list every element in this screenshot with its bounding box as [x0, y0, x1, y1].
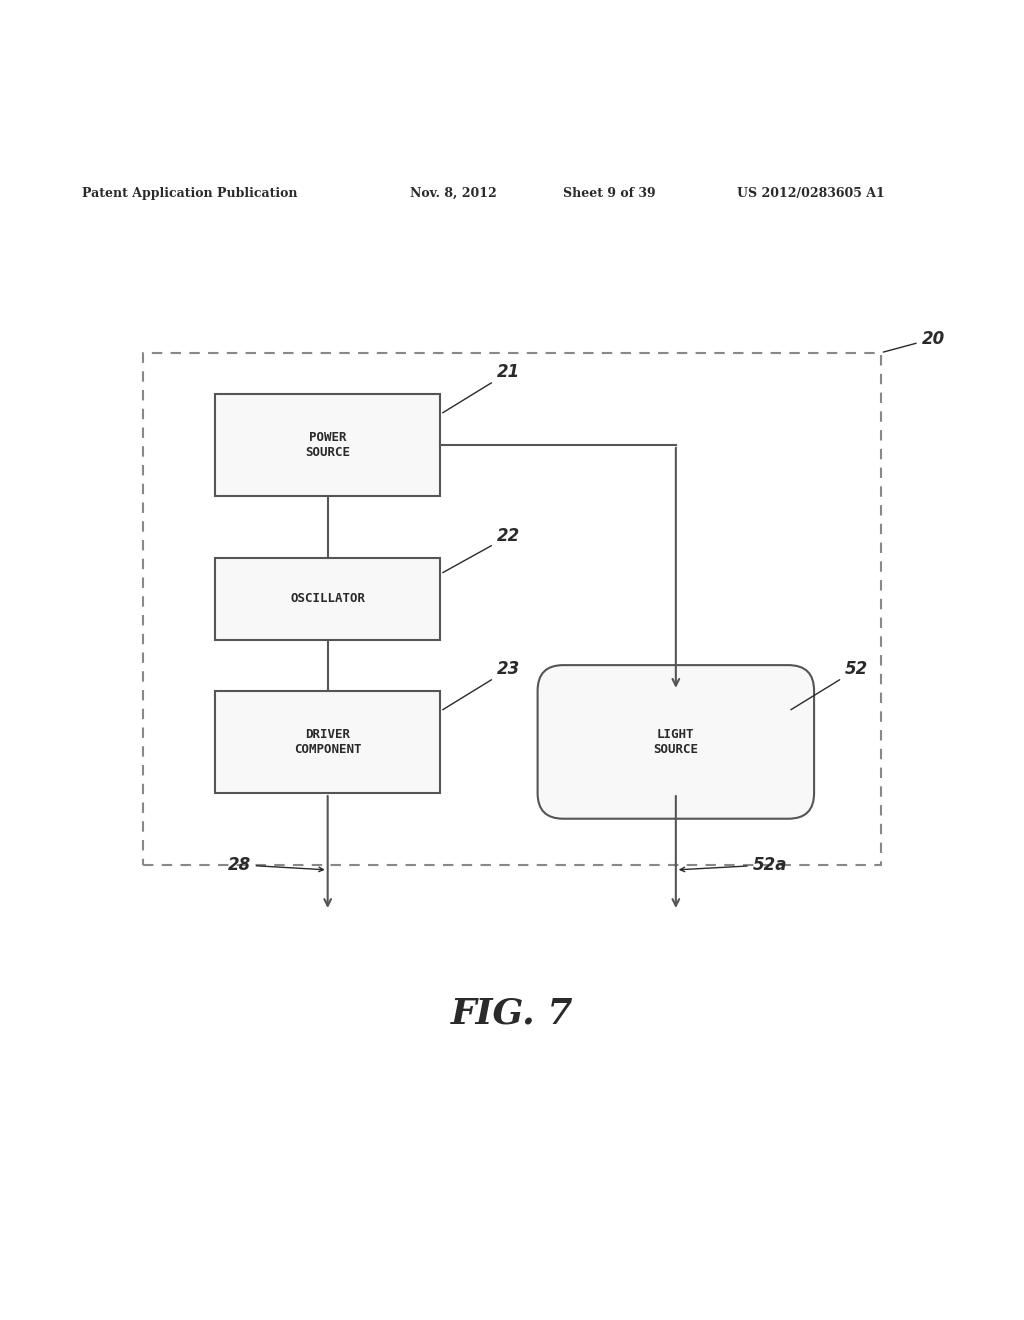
Text: 52: 52	[791, 660, 868, 710]
FancyBboxPatch shape	[215, 557, 440, 639]
FancyBboxPatch shape	[215, 393, 440, 496]
Text: OSCILLATOR: OSCILLATOR	[290, 593, 366, 605]
FancyBboxPatch shape	[538, 665, 814, 818]
Text: Sheet 9 of 39: Sheet 9 of 39	[563, 187, 655, 199]
FancyBboxPatch shape	[215, 690, 440, 793]
Text: 22: 22	[442, 527, 520, 573]
Text: FIG. 7: FIG. 7	[451, 997, 573, 1031]
Text: 28: 28	[227, 855, 324, 874]
Text: 52a: 52a	[680, 855, 787, 874]
Text: Nov. 8, 2012: Nov. 8, 2012	[410, 187, 497, 199]
Text: LIGHT
SOURCE: LIGHT SOURCE	[653, 727, 698, 756]
Text: US 2012/0283605 A1: US 2012/0283605 A1	[737, 187, 885, 199]
Text: DRIVER
COMPONENT: DRIVER COMPONENT	[294, 727, 361, 756]
Text: 23: 23	[442, 660, 520, 710]
Text: Patent Application Publication: Patent Application Publication	[82, 187, 297, 199]
Text: POWER
SOURCE: POWER SOURCE	[305, 430, 350, 459]
Text: 20: 20	[884, 330, 945, 352]
Text: 21: 21	[442, 363, 520, 413]
